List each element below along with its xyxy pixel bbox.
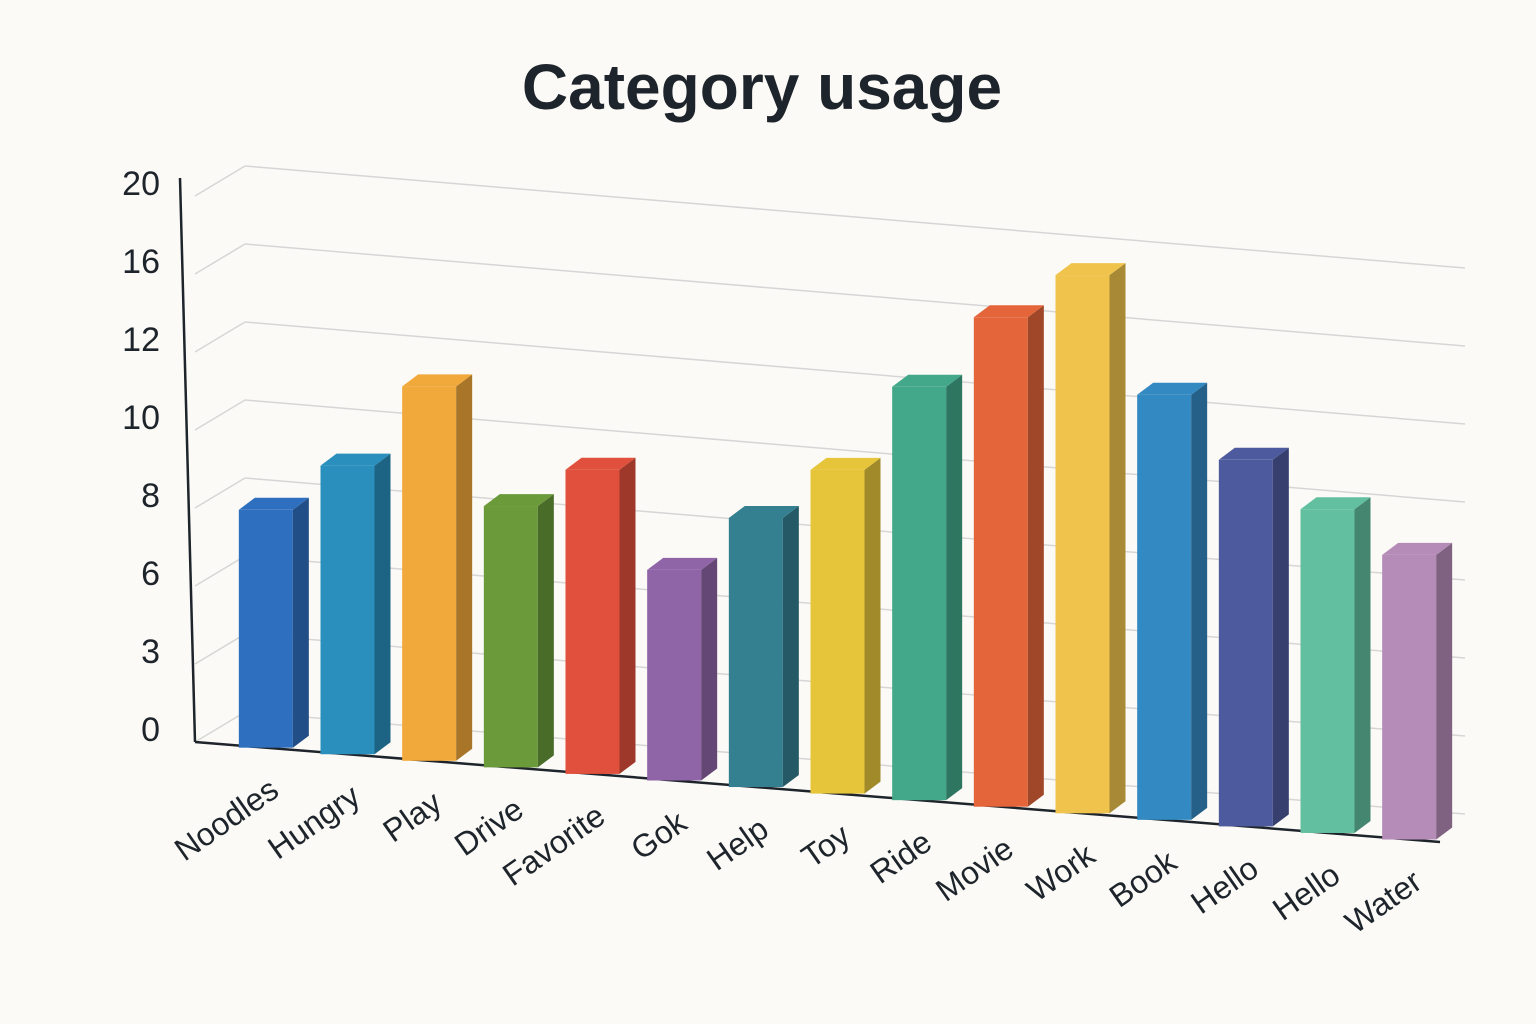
- bar-front: [1300, 509, 1355, 833]
- y-tick-label: 10: [122, 399, 160, 437]
- bar-top: [1218, 447, 1289, 460]
- y-tick-label: 3: [141, 633, 160, 671]
- bar-front: [1055, 275, 1110, 814]
- bar-front: [402, 386, 457, 761]
- bar-side: [701, 557, 718, 781]
- bar-top: [320, 453, 391, 466]
- grid-line: [194, 321, 246, 353]
- grid-line: [244, 243, 1466, 347]
- bar-front: [647, 569, 702, 781]
- bar-front: [973, 317, 1028, 807]
- bar-side: [1354, 497, 1371, 833]
- bar-top: [1382, 542, 1453, 555]
- bar-front: [1137, 394, 1192, 820]
- grid-line: [194, 555, 246, 587]
- bar-top: [565, 457, 636, 470]
- bar-side: [456, 374, 473, 761]
- bar-side: [1027, 305, 1044, 807]
- bar-top: [238, 497, 309, 510]
- bar-top: [728, 505, 799, 518]
- y-tick-label: 0: [141, 711, 160, 749]
- bar-side: [1191, 382, 1208, 820]
- y-tick-label: 20: [122, 165, 160, 203]
- bar-front: [810, 469, 865, 794]
- bar-front: [1218, 459, 1273, 827]
- grid-line: [244, 321, 1466, 425]
- chart-title: Category usage: [522, 51, 1002, 123]
- grid-line: [194, 711, 246, 743]
- bar-side: [292, 497, 309, 748]
- bar-front: [892, 386, 947, 801]
- bar-front: [728, 517, 783, 788]
- bar-top: [647, 557, 718, 570]
- grid-line: [194, 243, 246, 275]
- bar-front: [565, 469, 620, 774]
- bar-top: [483, 494, 554, 507]
- bar-side: [1436, 542, 1453, 840]
- bar-side: [374, 453, 391, 755]
- bar-front: [483, 506, 538, 768]
- grid-line: [194, 477, 246, 509]
- bar-front: [238, 509, 293, 748]
- bar-side: [864, 457, 881, 794]
- grid-line: [194, 633, 246, 665]
- bar-top: [1137, 382, 1208, 395]
- bar-side: [1272, 447, 1289, 827]
- bar-top: [810, 457, 881, 470]
- grid-line: [244, 165, 1466, 269]
- grid-line: [194, 165, 246, 197]
- bar-top: [892, 374, 963, 387]
- y-tick-label: 12: [122, 321, 160, 359]
- y-tick-label: 8: [141, 477, 160, 515]
- bar-front: [320, 465, 375, 755]
- y-tick-label: 6: [141, 555, 160, 593]
- y-tick-label: 16: [122, 243, 160, 281]
- y-axis: [178, 177, 197, 743]
- bar-side: [946, 374, 963, 801]
- bar-top: [402, 374, 473, 387]
- bar-top: [1055, 263, 1126, 276]
- bar-side: [1109, 263, 1126, 814]
- bar-side: [619, 457, 636, 774]
- bar-side: [537, 494, 554, 768]
- grid-line: [194, 399, 246, 431]
- bar-top: [1300, 497, 1371, 510]
- bar-front: [1382, 554, 1437, 840]
- bar-top: [973, 305, 1044, 318]
- bar-side: [782, 505, 799, 788]
